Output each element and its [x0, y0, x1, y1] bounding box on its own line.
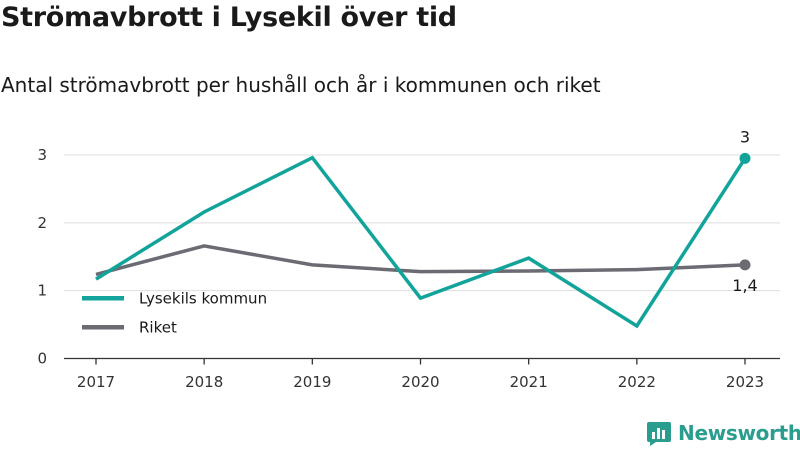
brand-logo: Newsworthy	[646, 420, 800, 446]
x-tick-label: 2021	[510, 373, 548, 391]
end-point-riket	[739, 259, 751, 271]
x-tick-label: 2018	[185, 373, 223, 391]
y-tick-label: 0	[37, 350, 47, 368]
end-point-lysekil	[739, 152, 751, 164]
x-tick-label: 2020	[401, 373, 439, 391]
x-tick-label: 2022	[618, 373, 656, 391]
y-tick-label: 3	[37, 146, 47, 164]
legend-swatch	[82, 296, 124, 301]
x-tick-label: 2019	[293, 373, 331, 391]
bar-chart-logo-icon	[647, 422, 671, 446]
value-label: 1,4	[732, 276, 757, 295]
y-tick-label: 2	[37, 214, 47, 232]
series-line-lysekil	[95, 155, 747, 329]
x-tick-label: 2017	[77, 373, 115, 391]
value-label: 3	[740, 127, 750, 146]
x-tick-label: 2023	[726, 373, 764, 391]
chart-subtitle: Antal strömavbrott per hushåll och år i …	[1, 73, 601, 97]
legend-label: Lysekils kommun	[139, 290, 267, 308]
series-line-riket	[95, 244, 746, 277]
brand-name: Newsworthy	[678, 421, 800, 445]
legend-swatch	[82, 325, 124, 330]
legend-label: Riket	[139, 319, 177, 337]
chart-title: Strömavbrott i Lysekil över tid	[1, 2, 457, 33]
y-tick-label: 1	[37, 282, 47, 300]
